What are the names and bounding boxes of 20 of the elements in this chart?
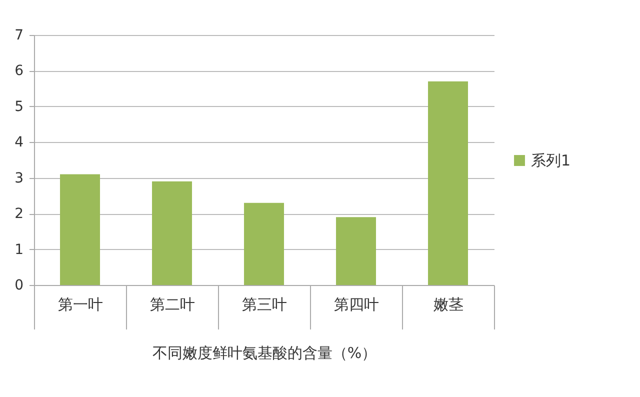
y-tick-label: 2 bbox=[14, 206, 24, 222]
y-tick-label: 0 bbox=[14, 278, 24, 294]
y-tick-label: 3 bbox=[14, 170, 24, 186]
x-tick-label: 第四叶 bbox=[334, 296, 379, 314]
y-tick-label: 6 bbox=[14, 63, 24, 80]
y-tick-label: 4 bbox=[14, 134, 24, 151]
bar bbox=[336, 217, 376, 285]
y-tick-label: 1 bbox=[14, 242, 24, 258]
y-tick-label: 5 bbox=[14, 98, 24, 115]
x-tick-label: 第二叶 bbox=[150, 296, 195, 314]
y-tick-label: 7 bbox=[14, 28, 24, 44]
x-tick-label: 第三叶 bbox=[242, 296, 287, 314]
legend-label: 系列1 bbox=[531, 152, 571, 170]
x-tick-label: 第一叶 bbox=[58, 296, 103, 314]
x-axis-title: 不同嫩度鲜叶氨基酸的含量（%） bbox=[152, 344, 377, 362]
bar bbox=[428, 81, 468, 285]
x-tick-label: 嫩茎 bbox=[434, 296, 464, 314]
bar bbox=[244, 202, 284, 285]
bar bbox=[152, 181, 192, 285]
bar bbox=[60, 174, 100, 285]
